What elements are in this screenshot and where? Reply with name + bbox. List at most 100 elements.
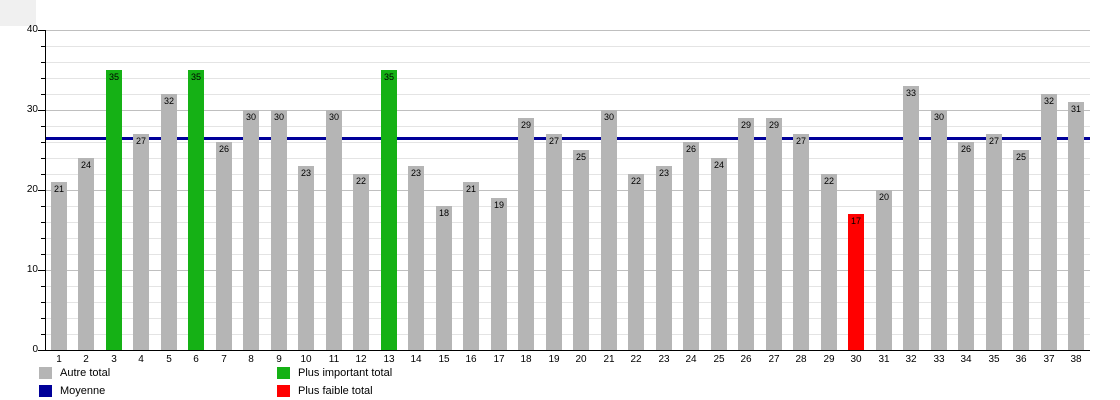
y-axis-tick <box>41 78 45 79</box>
x-axis-label: 18 <box>520 354 532 365</box>
bar-value-label: 22 <box>355 176 366 186</box>
bar-value-label: 29 <box>520 120 531 130</box>
bar-value-label: 21 <box>53 184 64 194</box>
bar-26 <box>738 118 754 350</box>
legend-item-autre-total: Autre total <box>39 366 110 380</box>
y-axis-tick <box>41 286 45 287</box>
bar-32 <box>903 86 919 350</box>
x-axis-label: 19 <box>548 354 560 365</box>
bar-value-label: 25 <box>575 152 586 162</box>
gridline <box>45 318 1090 319</box>
y-axis-tick <box>41 142 45 143</box>
x-axis-label: 26 <box>740 354 752 365</box>
bar-value-label: 24 <box>80 160 91 170</box>
bar-value-label: 35 <box>108 72 119 82</box>
gridline <box>45 46 1090 47</box>
x-axis-label: 29 <box>823 354 835 365</box>
corner-artifact <box>0 0 36 26</box>
bar-value-label: 35 <box>190 72 201 82</box>
bar-1 <box>51 182 67 350</box>
x-axis-label: 33 <box>933 354 945 365</box>
y-axis-label: 30 <box>26 104 38 115</box>
bar-15 <box>436 206 452 350</box>
bar-21 <box>601 110 617 350</box>
legend-item-plus-important-total: Plus important total <box>277 366 392 380</box>
bar-30 <box>848 214 864 350</box>
y-axis-tick <box>41 206 45 207</box>
bar-value-label: 20 <box>878 192 889 202</box>
bar-37 <box>1041 94 1057 350</box>
moyenne-line <box>45 137 1090 140</box>
x-axis-label: 5 <box>166 354 172 365</box>
y-axis-tick <box>41 46 45 47</box>
y-axis-tick <box>41 222 45 223</box>
x-axis-label: 2 <box>83 354 89 365</box>
x-axis-label: 35 <box>988 354 1000 365</box>
bar-value-label: 27 <box>135 136 146 146</box>
y-axis-label: 20 <box>26 184 38 195</box>
legend-label-autre-total: Autre total <box>60 367 111 379</box>
gridline <box>45 222 1090 223</box>
bar-3 <box>106 70 122 350</box>
x-axis-label: 32 <box>905 354 917 365</box>
bar-value-label: 26 <box>960 144 971 154</box>
x-axis-label: 12 <box>355 354 367 365</box>
x-axis-label: 17 <box>493 354 505 365</box>
y-axis-tick <box>41 158 45 159</box>
bar-28 <box>793 134 809 350</box>
x-axis-label: 24 <box>685 354 697 365</box>
bar-33 <box>931 110 947 350</box>
bar-22 <box>628 174 644 350</box>
bar-value-label: 32 <box>1043 96 1054 106</box>
gridline <box>45 30 1090 31</box>
legend-label-plus-faible-total: Plus faible total <box>298 385 373 397</box>
gridline <box>45 254 1090 255</box>
legend-swatch-plus-faible-total <box>277 385 290 397</box>
legend-swatch-moyenne <box>39 385 52 397</box>
y-axis-tick <box>41 126 45 127</box>
x-axis-label: 16 <box>465 354 477 365</box>
bar-value-label: 23 <box>300 168 311 178</box>
bar-31 <box>876 190 892 350</box>
gridline <box>45 238 1090 239</box>
x-axis-line <box>45 350 1090 351</box>
y-axis-tick <box>41 334 45 335</box>
bar-value-label: 22 <box>823 176 834 186</box>
bar-14 <box>408 166 424 350</box>
bar-8 <box>243 110 259 350</box>
bar-20 <box>573 150 589 350</box>
y-axis-tick <box>38 110 45 111</box>
y-axis-tick <box>41 238 45 239</box>
gridline <box>45 94 1090 95</box>
bar-10 <box>298 166 314 350</box>
bar-value-label: 31 <box>1070 104 1081 114</box>
bar-4 <box>133 134 149 350</box>
y-axis-tick <box>38 190 45 191</box>
x-axis-label: 3 <box>111 354 117 365</box>
bar-value-label: 17 <box>850 216 861 226</box>
gridline <box>45 302 1090 303</box>
bar-7 <box>216 142 232 350</box>
gridline <box>45 110 1090 111</box>
bar-value-label: 30 <box>603 112 614 122</box>
x-axis-label: 15 <box>438 354 450 365</box>
x-axis-label: 11 <box>328 354 340 365</box>
legend-swatch-autre-total <box>39 367 52 379</box>
y-axis-tick <box>41 174 45 175</box>
bar-value-label: 30 <box>273 112 284 122</box>
x-axis-label: 9 <box>276 354 282 365</box>
bar-value-label: 23 <box>410 168 421 178</box>
bar-value-label: 24 <box>713 160 724 170</box>
bar-value-label: 30 <box>245 112 256 122</box>
bar-6 <box>188 70 204 350</box>
bar-2 <box>78 158 94 350</box>
y-axis-label: 10 <box>26 264 38 275</box>
bar-36 <box>1013 150 1029 350</box>
x-axis-label: 7 <box>221 354 227 365</box>
gridline <box>45 62 1090 63</box>
gridline <box>45 206 1090 207</box>
gridline <box>45 334 1090 335</box>
bar-value-label: 19 <box>493 200 504 210</box>
